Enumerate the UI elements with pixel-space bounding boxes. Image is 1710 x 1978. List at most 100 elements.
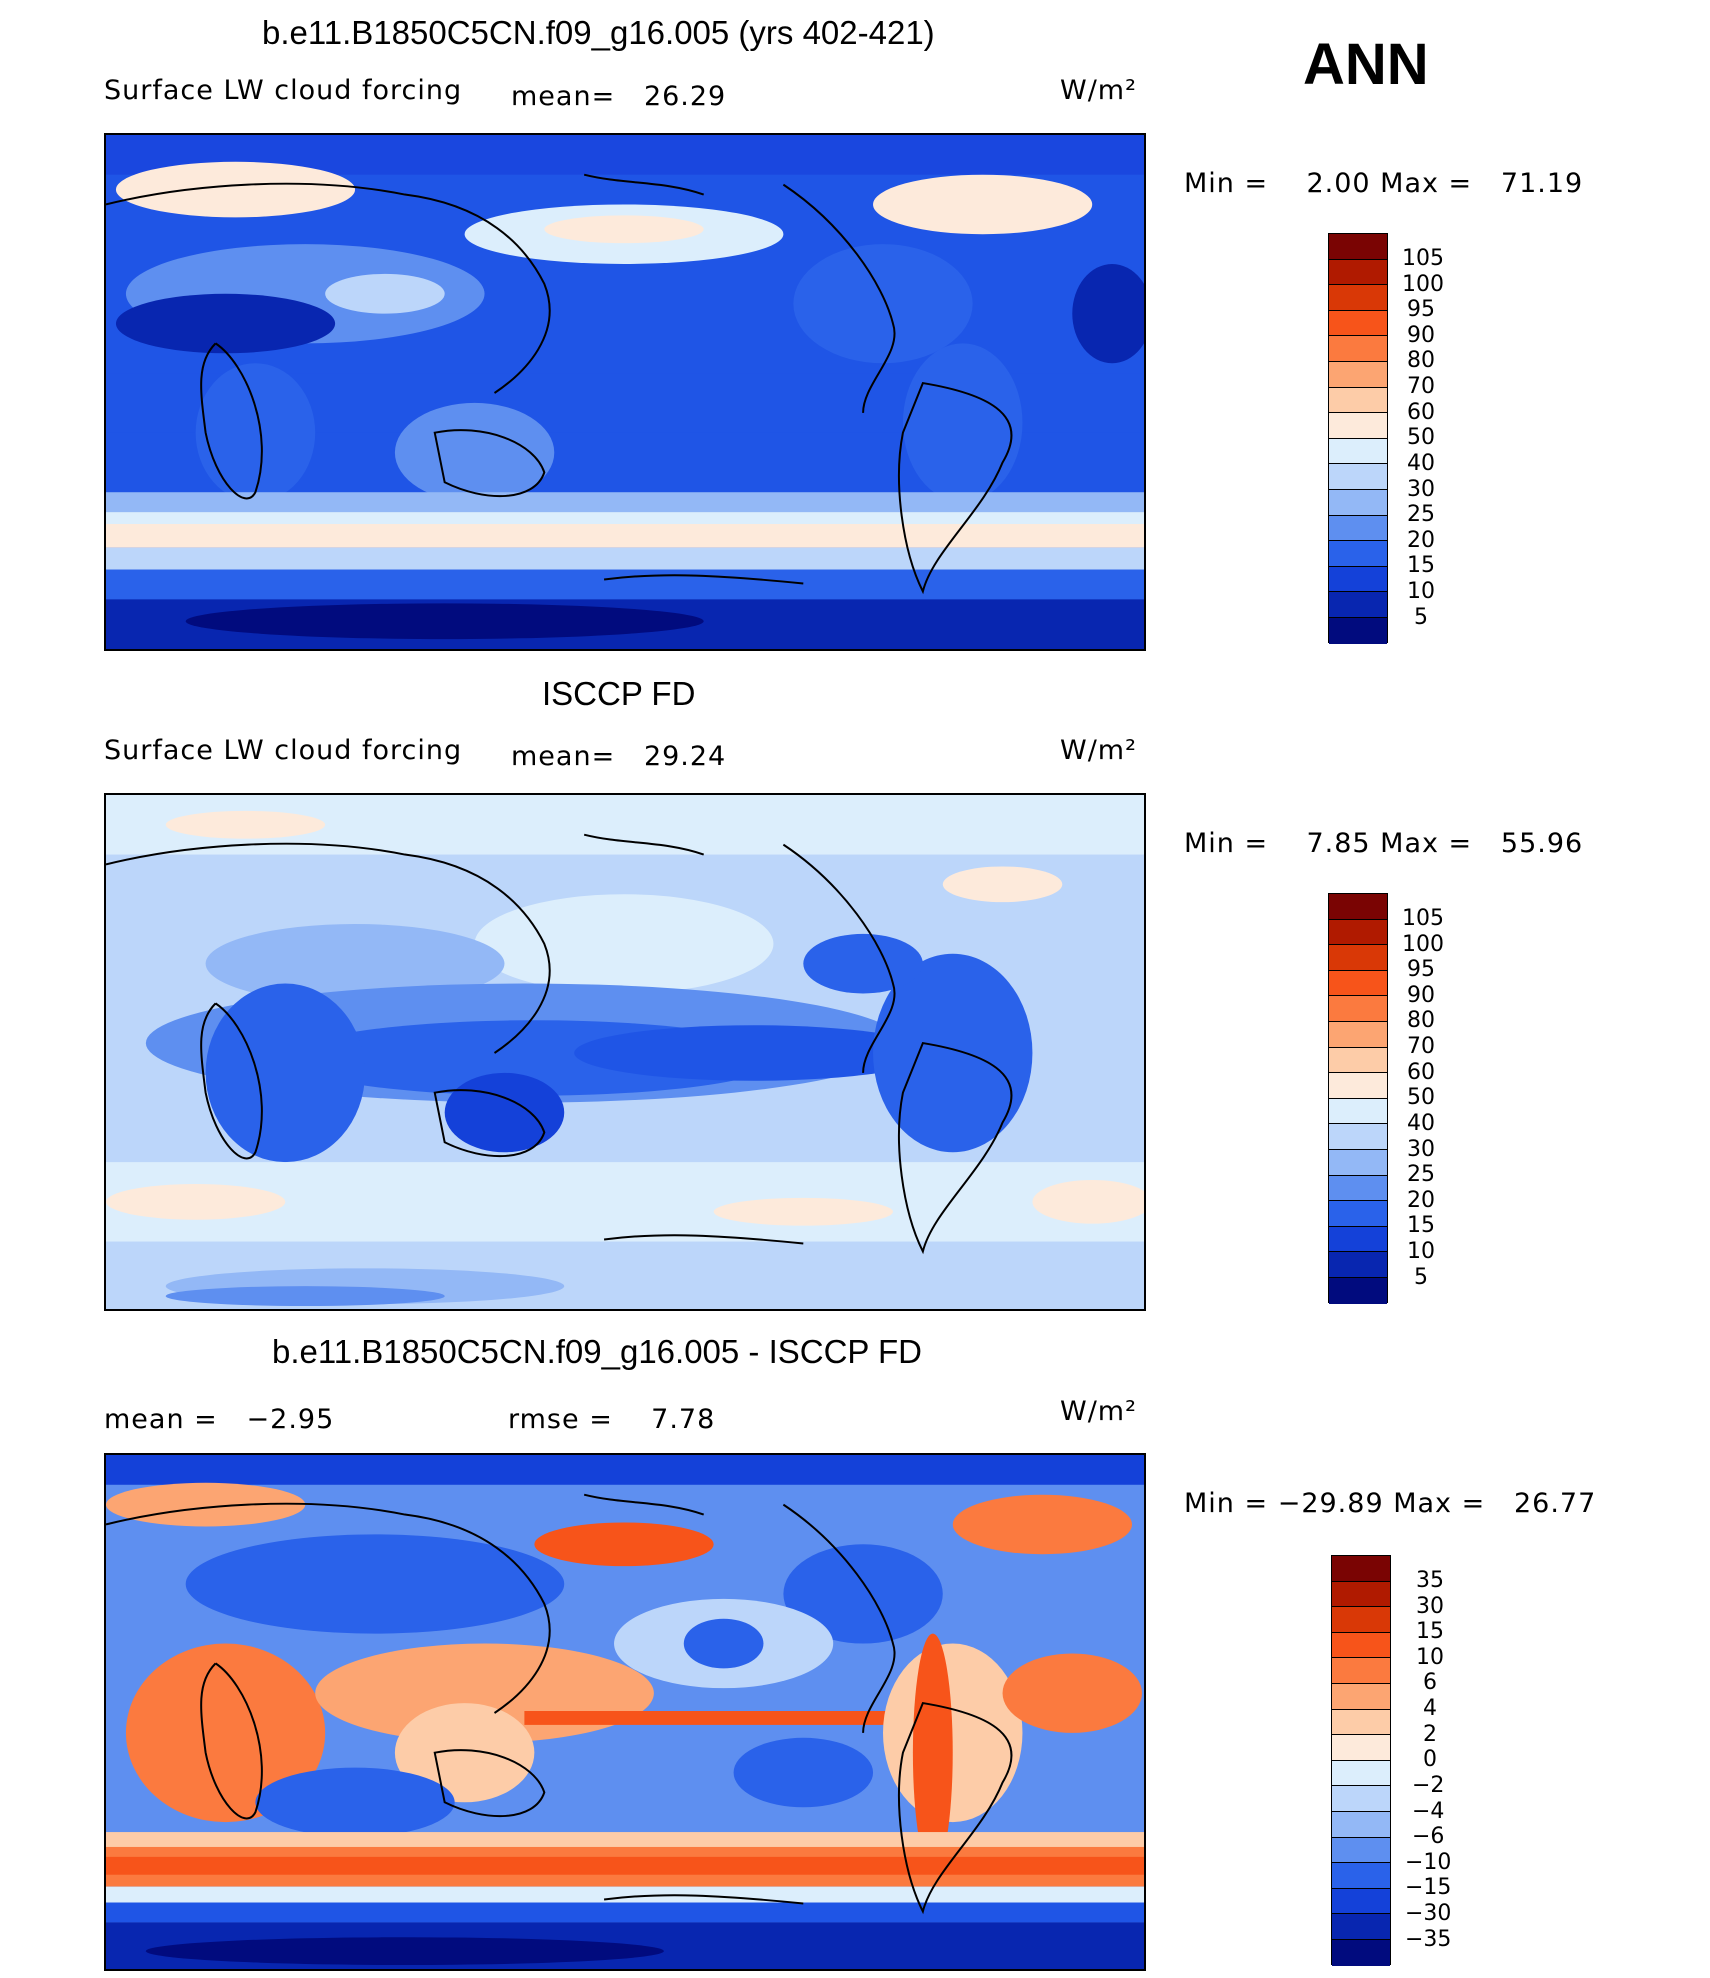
- colorbar-swatch: [1332, 1760, 1390, 1787]
- panel-3-minmax: Min = −29.89 Max = 26.77: [1184, 1488, 1597, 1519]
- colorbar-swatch: [1332, 1837, 1390, 1864]
- colorbar-label: 15: [1416, 1619, 1444, 1644]
- panel-1-units: W/m²: [1060, 75, 1137, 106]
- colorbar-label: 90: [1407, 983, 1435, 1008]
- colorbar-swatch: [1329, 1124, 1387, 1150]
- colorbar-label: −6: [1412, 1824, 1445, 1849]
- colorbar-swatch: [1329, 515, 1387, 542]
- colorbar-swatch: [1329, 387, 1387, 414]
- colorbar-swatch: [1332, 1556, 1390, 1582]
- panel-1-colorbar: [1328, 233, 1388, 644]
- colorbar-label: 30: [1416, 1594, 1444, 1619]
- colorbar-swatch: [1332, 1939, 1390, 1966]
- colorbar-label: 0: [1423, 1747, 1437, 1772]
- colorbar-label: 30: [1407, 1137, 1435, 1162]
- colorbar-swatch: [1332, 1735, 1390, 1761]
- colorbar-label: 60: [1407, 1060, 1435, 1085]
- colorbar-label: 95: [1407, 957, 1435, 982]
- colorbar-label: 95: [1407, 297, 1435, 322]
- colorbar-swatch: [1332, 1914, 1390, 1940]
- colorbar-label: 100: [1402, 932, 1444, 957]
- panel-2-colorbar: [1328, 893, 1388, 1304]
- panel-3-map: [104, 1453, 1146, 1971]
- colorbar-label: 6: [1423, 1670, 1437, 1695]
- colorbar-label: −2: [1412, 1773, 1445, 1798]
- panel-1-map: [104, 133, 1146, 651]
- colorbar-swatch: [1329, 970, 1387, 997]
- colorbar-swatch: [1329, 945, 1387, 971]
- colorbar-label: 50: [1407, 425, 1435, 450]
- colorbar-swatch: [1332, 1888, 1390, 1915]
- colorbar-swatch: [1332, 1658, 1390, 1684]
- colorbar-label: 2: [1423, 1722, 1437, 1747]
- colorbar-label: −35: [1405, 1927, 1452, 1952]
- colorbar-swatch: [1329, 361, 1387, 388]
- colorbar-swatch: [1329, 1175, 1387, 1202]
- colorbar-label: 15: [1407, 1213, 1435, 1238]
- colorbar-swatch: [1329, 919, 1387, 946]
- colorbar-swatch: [1332, 1607, 1390, 1633]
- colorbar-swatch: [1329, 259, 1387, 286]
- colorbar-label: −4: [1412, 1799, 1445, 1824]
- colorbar-label: 35: [1416, 1568, 1444, 1593]
- colorbar-swatch: [1329, 592, 1387, 618]
- colorbar-swatch: [1332, 1709, 1390, 1736]
- colorbar-label: 20: [1407, 528, 1435, 553]
- colorbar-swatch: [1332, 1811, 1390, 1838]
- colorbar-swatch: [1329, 1073, 1387, 1099]
- colorbar-swatch: [1332, 1863, 1390, 1889]
- colorbar-label: 60: [1407, 400, 1435, 425]
- colorbar-swatch: [1329, 336, 1387, 362]
- panel-1-mean: mean= 26.29: [511, 81, 727, 112]
- colorbar-label: 20: [1407, 1188, 1435, 1213]
- colorbar-swatch: [1332, 1786, 1390, 1812]
- panel-3-rmse: rmse = 7.78: [508, 1404, 716, 1435]
- panel-3-colorbar: [1331, 1555, 1391, 1966]
- colorbar-label: 105: [1402, 246, 1444, 271]
- panel-1-minmax: Min = 2.00 Max = 71.19: [1184, 168, 1584, 199]
- colorbar-swatch: [1332, 1632, 1390, 1659]
- colorbar-label: 5: [1414, 1265, 1428, 1290]
- panel-2-map: [104, 793, 1146, 1311]
- panel-2-mean: mean= 29.24: [511, 741, 727, 772]
- colorbar-swatch: [1329, 566, 1387, 593]
- colorbar-label: 5: [1414, 605, 1428, 630]
- colorbar-swatch: [1329, 996, 1387, 1022]
- colorbar-label: −15: [1405, 1875, 1452, 1900]
- panel-3-mean: mean = −2.95: [104, 1404, 335, 1435]
- colorbar-label: 80: [1407, 1008, 1435, 1033]
- colorbar-label: 15: [1407, 553, 1435, 578]
- colorbar-label: 10: [1407, 579, 1435, 604]
- colorbar-swatch: [1329, 464, 1387, 490]
- colorbar-swatch: [1329, 894, 1387, 920]
- colorbar-swatch: [1332, 1581, 1390, 1608]
- colorbar-label: −30: [1405, 1901, 1452, 1926]
- colorbar-swatch: [1329, 1252, 1387, 1278]
- colorbar-swatch: [1329, 285, 1387, 311]
- colorbar-swatch: [1329, 438, 1387, 465]
- panel-2-title: ISCCP FD: [542, 675, 696, 712]
- colorbar-label: 90: [1407, 323, 1435, 348]
- colorbar-label: 70: [1407, 1034, 1435, 1059]
- panel-2-units: W/m²: [1060, 735, 1137, 766]
- colorbar-swatch: [1329, 1149, 1387, 1176]
- panel-2-minmax: Min = 7.85 Max = 55.96: [1184, 828, 1584, 859]
- colorbar-label: 105: [1402, 906, 1444, 931]
- colorbar-swatch: [1329, 1226, 1387, 1253]
- colorbar-swatch: [1329, 234, 1387, 260]
- colorbar-label: −10: [1405, 1850, 1452, 1875]
- panel-1-variable: Surface LW cloud forcing: [104, 75, 463, 106]
- panel-1-title: b.e11.B1850C5CN.f09_g16.005 (yrs 402-421…: [262, 14, 935, 51]
- colorbar-swatch: [1332, 1683, 1390, 1710]
- panel-3-title: b.e11.B1850C5CN.f09_g16.005 - ISCCP FD: [272, 1333, 922, 1370]
- colorbar-label: 10: [1416, 1645, 1444, 1670]
- colorbar-label: 25: [1407, 502, 1435, 527]
- season-label: ANN: [1303, 32, 1429, 97]
- colorbar-label: 70: [1407, 374, 1435, 399]
- colorbar-swatch: [1329, 1277, 1387, 1304]
- colorbar-swatch: [1329, 489, 1387, 516]
- colorbar-label: 40: [1407, 451, 1435, 476]
- colorbar-label: 80: [1407, 348, 1435, 373]
- colorbar-swatch: [1329, 413, 1387, 439]
- colorbar-swatch: [1329, 1021, 1387, 1048]
